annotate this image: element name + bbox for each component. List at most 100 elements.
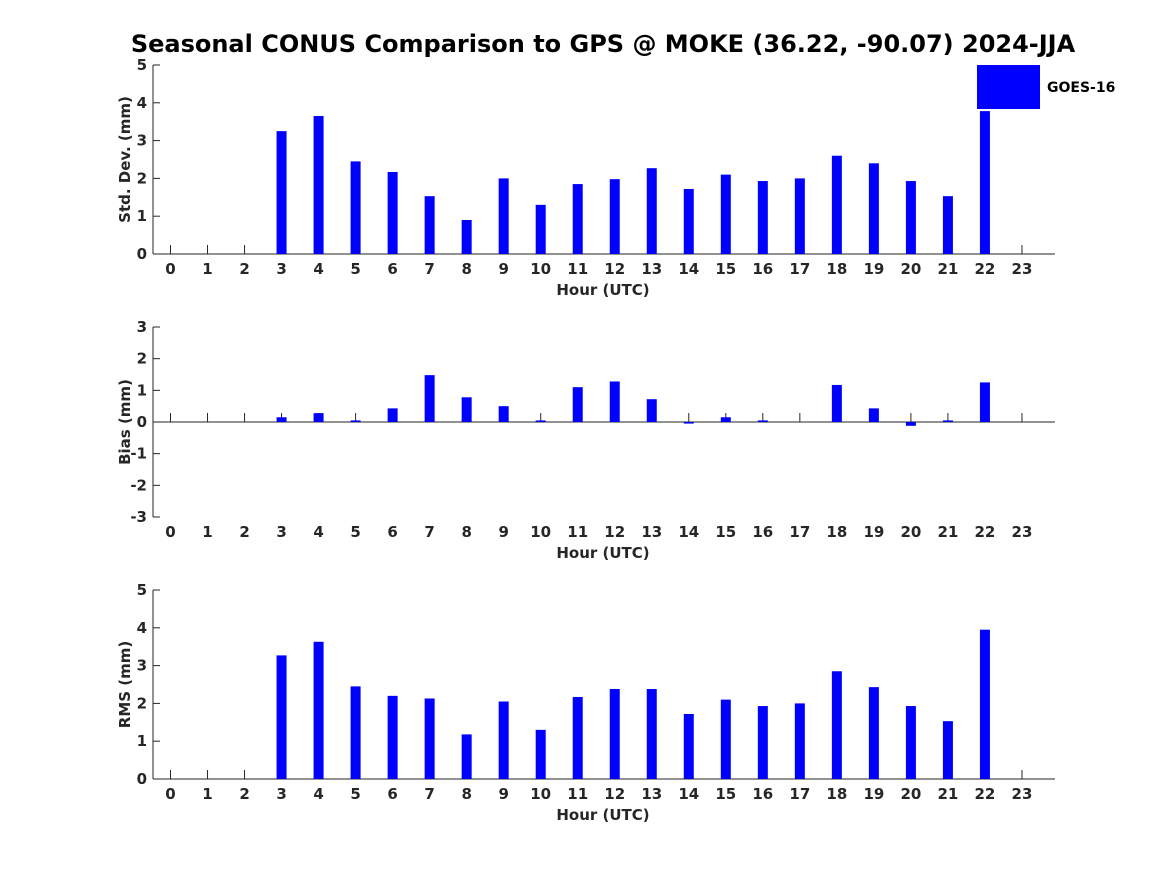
- x-tick-label: 0: [165, 260, 175, 278]
- bar-hour-9: [498, 701, 509, 779]
- x-tick-label: 10: [530, 785, 551, 803]
- y-tick-label: 5: [137, 581, 147, 599]
- x-tick-label: 9: [498, 523, 508, 541]
- y-tick-label: -2: [130, 476, 147, 494]
- bar-hour-10: [535, 420, 546, 422]
- bar-hour-11: [572, 184, 583, 254]
- x-tick-label: 21: [937, 260, 958, 278]
- x-tick-label: 12: [604, 523, 625, 541]
- bar-hour-18: [831, 384, 842, 422]
- y-tick-label: 0: [137, 245, 147, 263]
- bar-hour-16: [757, 706, 768, 779]
- bar-hour-5: [350, 161, 361, 254]
- y-axis-label: Bias (mm): [116, 379, 134, 465]
- x-tick-label: 21: [937, 785, 958, 803]
- x-tick-label: 6: [387, 785, 397, 803]
- bar-hour-10: [535, 204, 546, 254]
- bar-hour-7: [424, 196, 435, 254]
- y-tick-label: 0: [137, 770, 147, 788]
- y-tick-label: -3: [130, 508, 147, 526]
- x-tick-label: 23: [1012, 785, 1033, 803]
- x-tick-label: 20: [900, 785, 921, 803]
- bar-hour-11: [572, 696, 583, 779]
- bar-hour-13: [646, 168, 657, 254]
- x-tick-label: 5: [350, 523, 360, 541]
- y-tick-label: 4: [137, 94, 147, 112]
- bar-hour-22: [979, 111, 990, 254]
- bar-hour-9: [498, 178, 509, 254]
- x-tick-label: 2: [239, 523, 249, 541]
- y-tick-label: 2: [137, 694, 147, 712]
- x-tick-label: 7: [424, 260, 434, 278]
- bar-hour-6: [387, 171, 398, 254]
- x-tick-label: 9: [498, 260, 508, 278]
- x-tick-label: 0: [165, 785, 175, 803]
- x-tick-label: 5: [350, 260, 360, 278]
- x-tick-label: 22: [975, 785, 996, 803]
- x-axis-label: Hour (UTC): [556, 544, 649, 562]
- x-tick-label: 8: [461, 523, 471, 541]
- bar-hour-12: [609, 381, 620, 422]
- bar-hour-15: [720, 417, 731, 422]
- x-tick-label: 20: [900, 523, 921, 541]
- x-tick-label: 17: [789, 523, 810, 541]
- bar-hour-6: [387, 408, 398, 422]
- x-tick-label: 3: [276, 523, 286, 541]
- y-tick-label: 5: [137, 56, 147, 74]
- x-tick-label: 21: [937, 523, 958, 541]
- y-axis-label: RMS (mm): [116, 641, 134, 728]
- x-tick-label: 4: [313, 260, 323, 278]
- y-tick-label: 1: [137, 732, 147, 750]
- bar-hour-3: [276, 655, 287, 779]
- bar-hour-22: [979, 382, 990, 422]
- bar-hour-12: [609, 179, 620, 254]
- x-tick-label: 8: [461, 785, 471, 803]
- x-axis-label: Hour (UTC): [556, 281, 649, 299]
- y-tick-label: 3: [137, 657, 147, 675]
- bar-hour-4: [313, 116, 324, 254]
- bar-hour-11: [572, 387, 583, 422]
- x-tick-label: 9: [498, 785, 508, 803]
- x-tick-label: 14: [678, 523, 699, 541]
- bar-hour-7: [424, 698, 435, 779]
- figure-title: Seasonal CONUS Comparison to GPS @ MOKE …: [131, 30, 1076, 58]
- x-tick-label: 19: [863, 523, 884, 541]
- bar-hour-15: [720, 174, 731, 254]
- legend-label: GOES-16: [1047, 80, 1115, 96]
- y-tick-label: 3: [137, 318, 147, 336]
- x-tick-label: 23: [1012, 523, 1033, 541]
- x-tick-label: 14: [678, 785, 699, 803]
- bar-hour-21: [942, 420, 953, 422]
- bar-hour-21: [942, 196, 953, 254]
- x-tick-label: 1: [202, 523, 212, 541]
- x-tick-label: 4: [313, 523, 323, 541]
- x-tick-label: 22: [975, 523, 996, 541]
- x-tick-label: 16: [752, 785, 773, 803]
- x-tick-label: 16: [752, 260, 773, 278]
- bar-hour-8: [461, 219, 472, 254]
- bar-hour-9: [498, 406, 509, 422]
- x-tick-label: 12: [604, 785, 625, 803]
- x-tick-label: 1: [202, 260, 212, 278]
- x-tick-label: 19: [863, 785, 884, 803]
- bar-hour-16: [757, 181, 768, 254]
- x-tick-label: 11: [567, 260, 588, 278]
- x-tick-label: 15: [715, 785, 736, 803]
- bar-hour-7: [424, 375, 435, 422]
- x-tick-label: 5: [350, 785, 360, 803]
- y-axis-label: Std. Dev. (mm): [116, 96, 134, 223]
- y-tick-label: 2: [137, 169, 147, 187]
- y-tick-label: 4: [137, 619, 147, 637]
- bar-hour-5: [350, 686, 361, 779]
- x-tick-label: 23: [1012, 260, 1033, 278]
- x-tick-label: 2: [239, 260, 249, 278]
- y-tick-label: 1: [137, 381, 147, 399]
- x-tick-label: 10: [530, 260, 551, 278]
- bar-hour-6: [387, 695, 398, 779]
- bar-hour-3: [276, 131, 287, 254]
- x-tick-label: 18: [826, 785, 847, 803]
- x-tick-label: 3: [276, 785, 286, 803]
- bar-hour-13: [646, 689, 657, 779]
- x-tick-label: 6: [387, 523, 397, 541]
